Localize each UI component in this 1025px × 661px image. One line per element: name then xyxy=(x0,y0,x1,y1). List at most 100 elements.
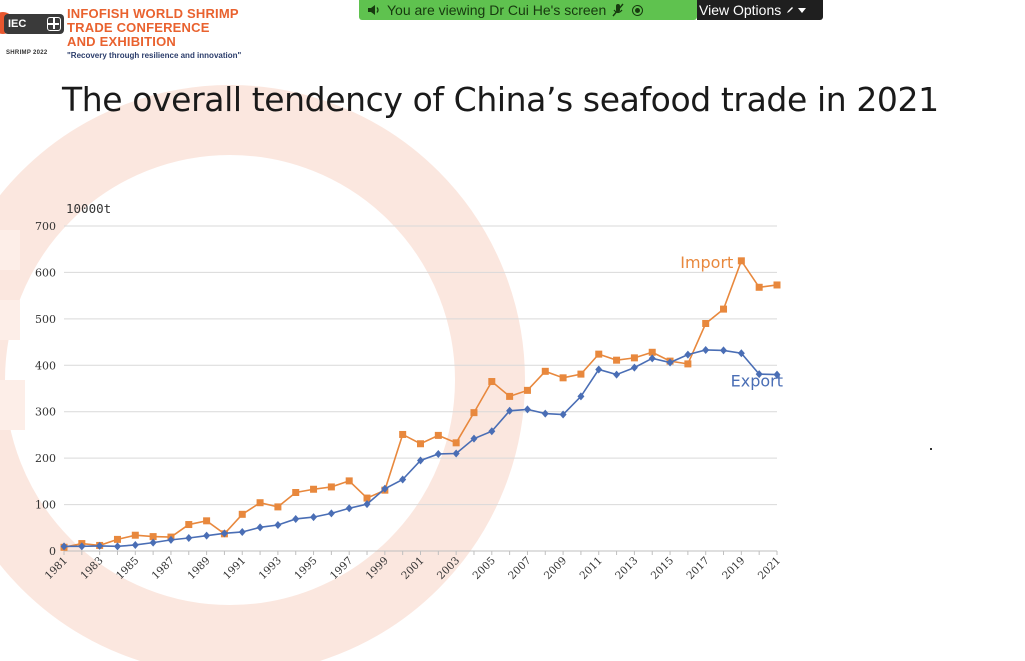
x-tick-label: 2021 xyxy=(756,555,783,582)
x-tick-label: 1999 xyxy=(364,555,391,582)
export-point xyxy=(292,514,300,523)
x-tick-label: 2007 xyxy=(506,555,533,582)
export-point xyxy=(274,521,282,529)
series-line-export xyxy=(64,349,778,548)
x-tick-label: 1995 xyxy=(292,555,319,582)
export-point xyxy=(60,542,68,551)
x-tick-label: 1997 xyxy=(328,555,355,582)
export-point xyxy=(113,542,121,551)
export-point xyxy=(773,370,781,379)
import-point xyxy=(131,531,139,539)
speaker-icon[interactable] xyxy=(367,4,381,16)
export-point xyxy=(417,456,424,465)
export-point xyxy=(345,504,353,513)
import-point xyxy=(737,257,745,265)
export-point xyxy=(96,541,104,550)
x-tick-label: 2015 xyxy=(649,555,676,582)
x-tick-label: 2009 xyxy=(542,555,569,582)
y-tick-label: 700 xyxy=(35,220,56,233)
slide-title: The overall tendency of China’s seafood … xyxy=(62,80,939,119)
x-tick-label: 1989 xyxy=(185,555,212,582)
export-point xyxy=(559,410,567,419)
import-point xyxy=(274,503,282,511)
export-point xyxy=(684,350,692,359)
import-point xyxy=(292,489,300,496)
export-point xyxy=(399,475,407,484)
export-point xyxy=(470,434,478,443)
x-tick-label: 1987 xyxy=(150,555,177,582)
y-tick-label: 500 xyxy=(35,313,56,326)
x-tick-label: 1991 xyxy=(221,555,248,582)
import-point xyxy=(523,386,531,394)
export-point xyxy=(737,349,745,358)
import-point xyxy=(452,439,460,447)
import-point xyxy=(417,440,424,448)
export-point xyxy=(630,363,638,372)
import-point xyxy=(203,517,211,525)
record-icon[interactable] xyxy=(632,4,644,16)
import-point xyxy=(488,378,496,386)
conference-tagline: "Recovery through resilience and innovat… xyxy=(67,51,242,60)
series-label-export: Export xyxy=(731,372,783,391)
stray-dot xyxy=(930,448,932,450)
export-point xyxy=(702,345,710,354)
import-point xyxy=(720,305,728,313)
x-tick-label: 2017 xyxy=(684,555,711,582)
y-unit-label: 10000t xyxy=(66,201,111,216)
export-point xyxy=(755,370,763,379)
export-point xyxy=(363,500,371,509)
import-point xyxy=(238,510,246,518)
x-tick-label: 2005 xyxy=(471,555,498,582)
export-point xyxy=(131,540,139,549)
import-point xyxy=(541,367,549,375)
export-point xyxy=(167,535,175,544)
import-point xyxy=(470,409,478,417)
view-options-button[interactable]: View Options xyxy=(697,0,823,20)
import-point xyxy=(256,499,264,507)
import-point xyxy=(113,535,121,543)
import-point xyxy=(559,374,567,382)
import-point xyxy=(684,360,692,368)
logo-chip: IEC xyxy=(4,14,64,34)
export-point xyxy=(78,542,86,551)
import-point xyxy=(434,431,442,439)
x-tick-label: 2019 xyxy=(720,555,747,582)
series-label-import: Import xyxy=(680,253,733,272)
x-tick-label: 2011 xyxy=(577,555,604,582)
import-point xyxy=(185,521,193,529)
export-point xyxy=(452,449,460,458)
x-tick-label: 1985 xyxy=(114,555,141,582)
y-tick-label: 600 xyxy=(35,266,56,279)
conference-title: INFOFISH WORLD SHRIMP TRADE CONFERENCE A… xyxy=(67,7,239,49)
y-tick-label: 0 xyxy=(49,545,56,558)
view-options-label: View Options xyxy=(699,2,782,18)
export-point xyxy=(310,513,318,522)
export-point xyxy=(327,509,335,518)
x-tick-label: 2003 xyxy=(435,555,462,582)
export-point xyxy=(185,534,193,542)
pen-icon xyxy=(787,7,794,13)
mic-off-icon[interactable] xyxy=(612,3,624,17)
import-point xyxy=(630,354,638,362)
export-point xyxy=(613,370,621,379)
export-point xyxy=(203,531,211,540)
grid-icon xyxy=(47,17,61,31)
screen-share-banner: You are viewing Dr Cui He's screen xyxy=(359,0,697,20)
logo-caption: SHRIMP 2022 xyxy=(6,50,48,56)
x-tick-label: 2001 xyxy=(399,555,426,582)
import-point xyxy=(149,533,157,541)
import-point xyxy=(345,477,353,485)
export-point xyxy=(541,409,549,418)
import-point xyxy=(595,350,603,358)
conference-title-line: AND EXHIBITION xyxy=(67,34,176,49)
x-tick-label: 2013 xyxy=(613,555,640,582)
import-point xyxy=(773,281,781,289)
export-point xyxy=(523,405,531,414)
screen-share-text: You are viewing Dr Cui He's screen xyxy=(387,2,607,18)
export-point xyxy=(488,427,496,436)
import-point xyxy=(755,283,763,291)
export-point xyxy=(666,358,674,367)
export-point xyxy=(506,406,514,415)
import-point xyxy=(648,348,656,356)
